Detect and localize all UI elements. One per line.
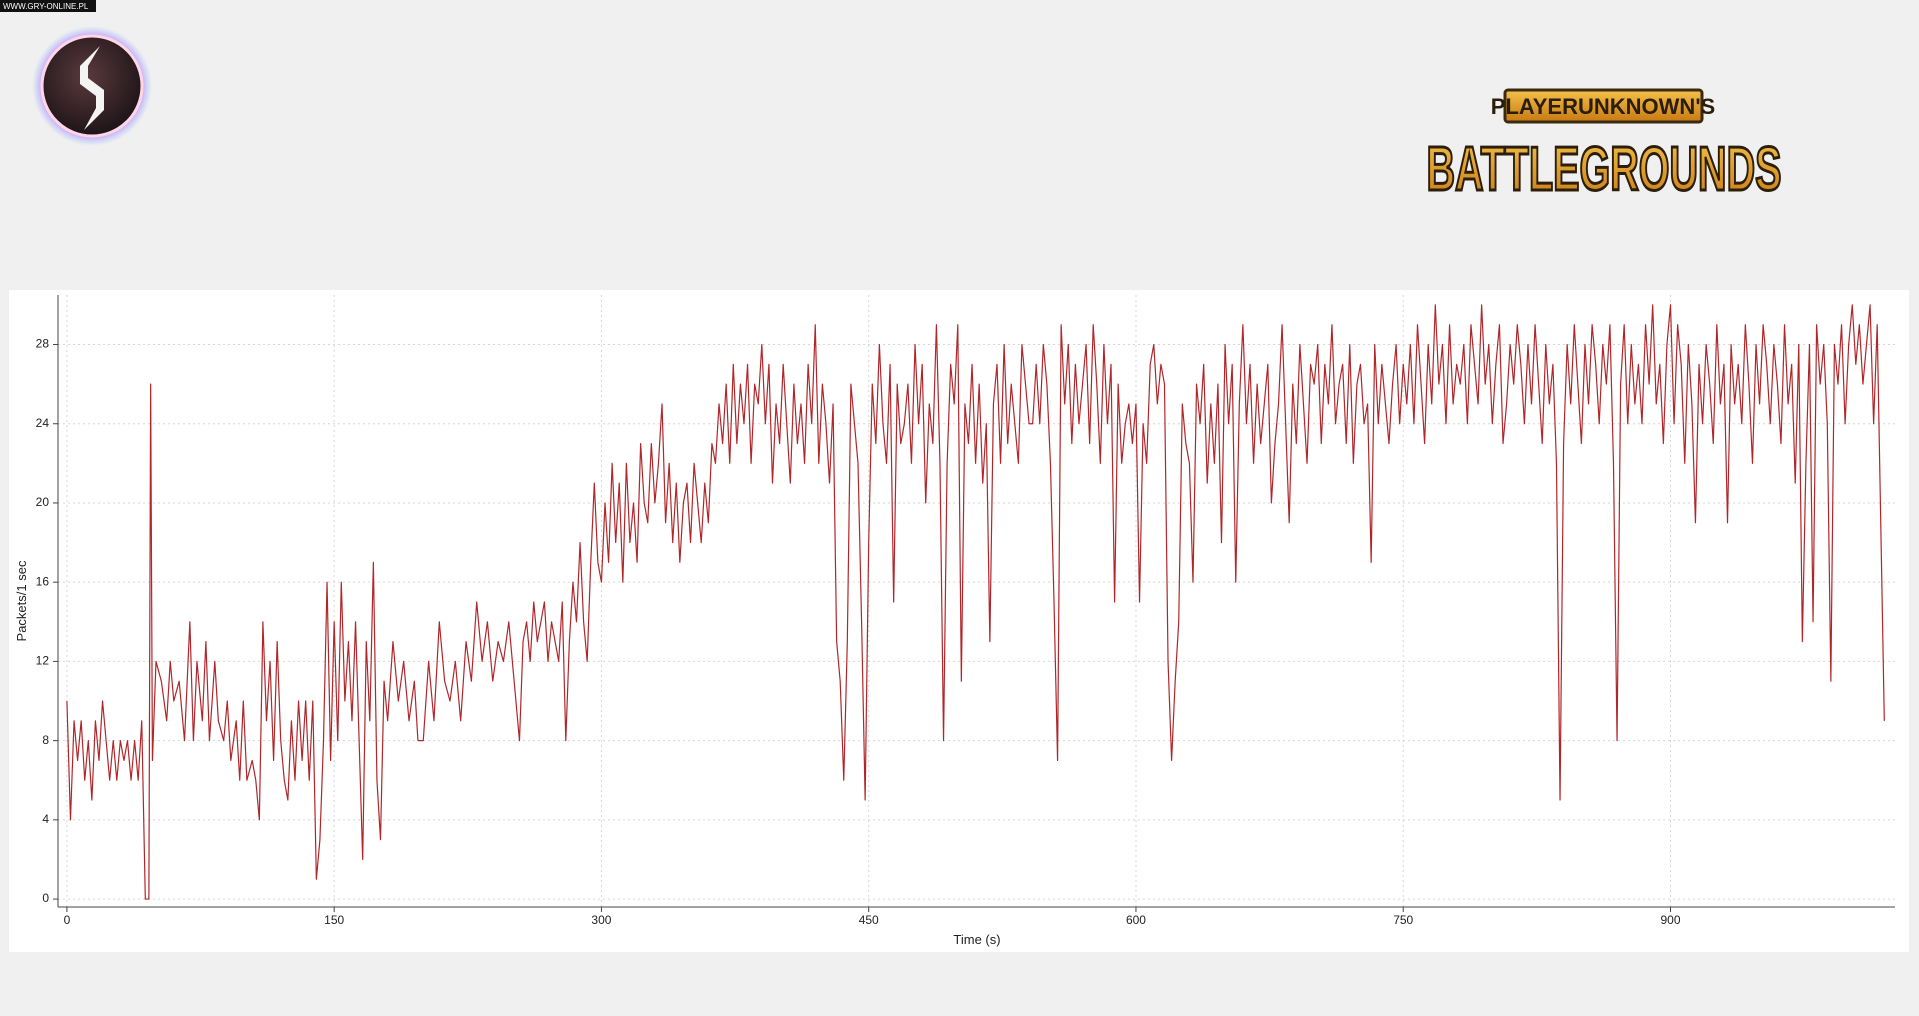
chart: 0 4 8 12 16 20 24 28 0 150 300 450 600 750 900 (36, 295, 1895, 927)
y-tick-label: 0 (42, 891, 49, 905)
y-axis-title: Packets/1 sec (14, 560, 29, 641)
x-tick-label: 150 (324, 913, 344, 927)
y-tick-label: 24 (36, 416, 50, 430)
game-logo: PLAYERUNKNOWN'S BATTLEGROUNDS (1425, 88, 1783, 206)
logo-line1: PLAYERUNKNOWN'S (1491, 94, 1715, 119)
y-tick-label: 4 (42, 812, 49, 826)
x-axis-title: Time (s) (953, 932, 1000, 947)
site-logo (32, 26, 152, 146)
x-tick-label: 300 (591, 913, 611, 927)
x-tick-label: 900 (1660, 913, 1680, 927)
x-tick-label: 750 (1393, 913, 1413, 927)
y-tick-label: 20 (36, 495, 50, 509)
y-tick-label: 12 (36, 654, 50, 668)
x-tick-label: 450 (859, 913, 879, 927)
watermark: WWW.GRY-ONLINE.PL (3, 2, 89, 11)
watermark-bg (0, 0, 96, 12)
y-tick-label: 8 (42, 733, 49, 747)
data-line (66, 304, 1885, 900)
y-tick-label: 28 (36, 337, 50, 351)
y-tick-label: 16 (36, 574, 50, 588)
x-tick-label: 600 (1126, 913, 1146, 927)
logo-line2: BATTLEGROUNDS (1427, 135, 1782, 204)
x-tick-label: 0 (64, 913, 71, 927)
